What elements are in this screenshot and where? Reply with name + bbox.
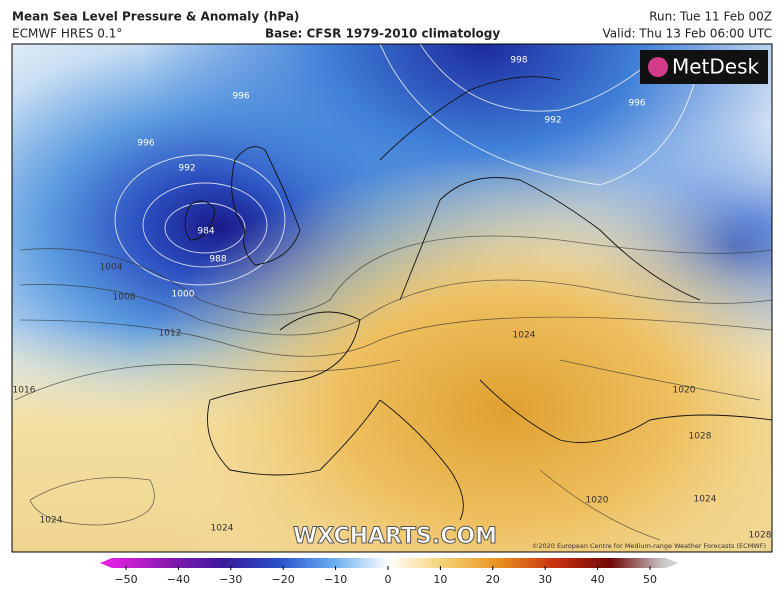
isobar-label: 1024	[694, 495, 717, 505]
colorbar-tick-label: −50	[114, 573, 137, 586]
map-frame	[11, 43, 773, 553]
isobar-label: 996	[628, 99, 645, 109]
run-time: Run: Tue 11 Feb 00Z	[649, 10, 772, 24]
isobar-label: 1024	[513, 331, 536, 341]
isobar-label: 1008	[113, 293, 136, 303]
isobar-label: 1024	[40, 516, 63, 526]
isobar-label: 1000	[172, 290, 195, 300]
colorbar-tick-label: 0	[385, 573, 392, 586]
map: MetDesk WXCHARTS.COM ©2020 European Cent…	[12, 44, 772, 552]
colorbar-tick-label: −10	[324, 573, 347, 586]
colorbar-tick-label: 30	[538, 573, 552, 586]
colorbar-max-arrow	[666, 558, 678, 568]
isobar-label: 1024	[211, 524, 234, 534]
isobar-label: 1020	[673, 386, 696, 396]
isobar-label: 984	[197, 227, 214, 237]
isobar-label: 1020	[586, 496, 609, 506]
isobar-label: 988	[209, 255, 226, 265]
logo-icon	[648, 57, 668, 77]
colorbar-tick-label: 10	[433, 573, 447, 586]
copyright: ©2020 European Centre for Medium-range W…	[532, 542, 766, 550]
colorbar-tick-label: −30	[219, 573, 242, 586]
isobar-label: 1028	[749, 531, 772, 541]
colorbar-tick-label: 50	[643, 573, 657, 586]
isobar-label: 992	[544, 116, 561, 126]
isobar-label: 996	[232, 92, 249, 102]
watermark: WXCHARTS.COM	[293, 524, 497, 549]
base: Base: CFSR 1979-2010 climatology	[265, 27, 500, 41]
isobar-label: 998	[510, 56, 527, 66]
colorbar-tick-label: −20	[272, 573, 295, 586]
isobar-label: 1016	[13, 386, 36, 396]
valid-time: Valid: Thu 13 Feb 06:00 UTC	[603, 27, 772, 41]
isobar-label: 1028	[689, 432, 712, 442]
model: ECMWF HRES 0.1°	[12, 27, 122, 41]
colorbar-tick-label: 40	[591, 573, 605, 586]
colorbar-min-arrow	[100, 558, 112, 568]
isobar-label: 1004	[100, 263, 123, 273]
isobar-label: 996	[137, 139, 154, 149]
colorbar-tick-label: 20	[486, 573, 500, 586]
title: Mean Sea Level Pressure & Anomaly (hPa)	[12, 10, 299, 24]
isobar-label: 1012	[159, 329, 182, 339]
logo: MetDesk	[672, 55, 760, 79]
colorbar-tick-label: −40	[167, 573, 190, 586]
colorbar	[112, 558, 666, 568]
isobar-label: 992	[178, 164, 195, 174]
